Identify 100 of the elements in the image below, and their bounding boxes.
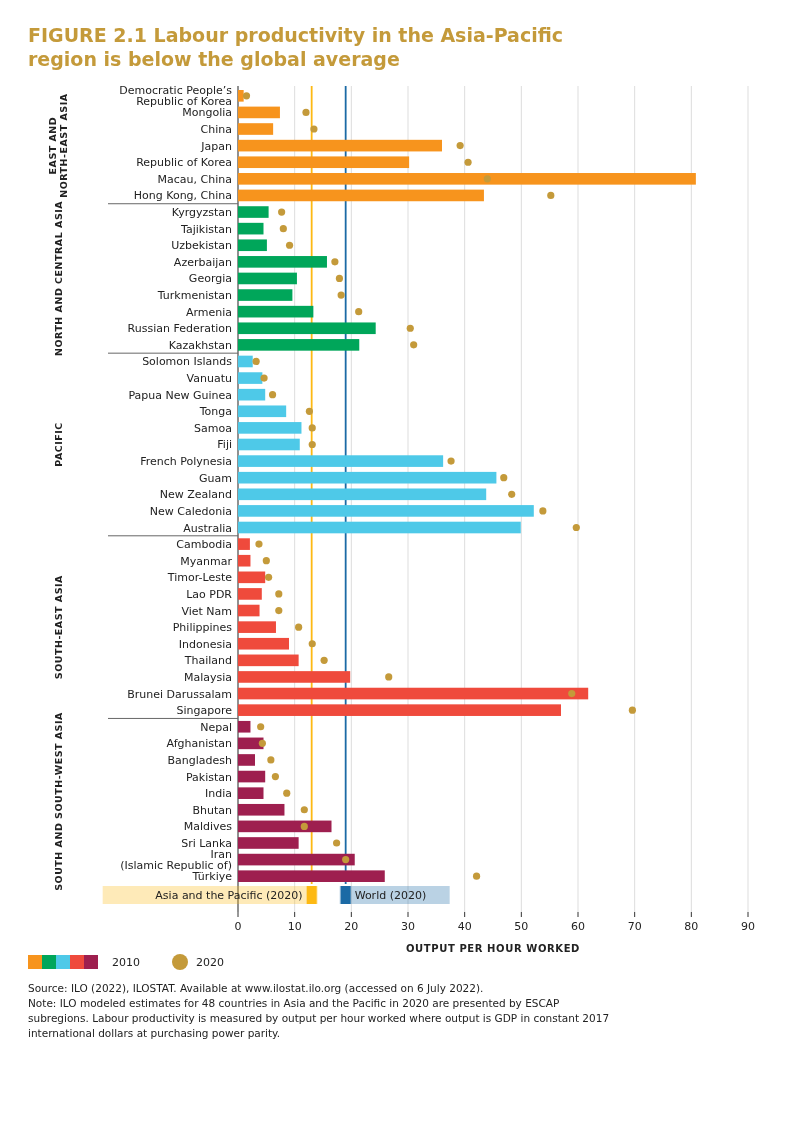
bar bbox=[238, 853, 355, 866]
text: NORTH AND CENTRAL ASIA bbox=[53, 200, 64, 357]
y-tick-label: Cambodia bbox=[176, 538, 232, 552]
y-tick-label: Turkmenistan bbox=[156, 289, 233, 303]
y-tick-label: Malaysia bbox=[183, 670, 232, 684]
point bbox=[331, 258, 339, 266]
x-tick-label: 10 bbox=[287, 920, 302, 933]
y-tick-label: Singapore bbox=[176, 704, 233, 718]
point bbox=[257, 723, 265, 731]
y-tick-label: Kyrgyzstan bbox=[171, 206, 233, 220]
y-tick-label: Pakistan bbox=[185, 770, 233, 784]
y-tick-label: Azerbaijan bbox=[173, 255, 233, 269]
y-tick-label: Brunei Darussalam bbox=[127, 687, 232, 701]
point bbox=[308, 640, 316, 648]
bar bbox=[238, 355, 253, 368]
point bbox=[271, 772, 279, 781]
point bbox=[308, 440, 316, 449]
bar bbox=[238, 239, 267, 252]
bar bbox=[238, 222, 264, 235]
point bbox=[472, 872, 481, 880]
point bbox=[464, 158, 472, 166]
y-tick-label: French Polynesia bbox=[140, 455, 232, 469]
y-tick-label: China bbox=[200, 123, 232, 137]
y-tick-label: Macau, China bbox=[157, 172, 232, 186]
bar bbox=[238, 571, 266, 584]
point bbox=[539, 507, 547, 515]
point bbox=[300, 822, 308, 830]
y-tick-label: Myanmar bbox=[180, 554, 233, 568]
bar bbox=[238, 173, 696, 185]
point bbox=[568, 689, 576, 698]
y-tick-label: Georgia bbox=[188, 272, 232, 286]
legend-label: 2010 bbox=[112, 956, 140, 969]
x-axis-title: OUTPUT PER HOUR WORKED bbox=[405, 943, 581, 954]
bar bbox=[238, 720, 251, 733]
point bbox=[547, 191, 555, 200]
point bbox=[255, 540, 263, 548]
point bbox=[572, 523, 580, 532]
bar bbox=[238, 438, 300, 451]
bar bbox=[238, 289, 293, 301]
y-tick-label: Nepal bbox=[200, 720, 232, 734]
bar bbox=[238, 388, 266, 401]
bar bbox=[238, 422, 302, 434]
y-tick-label: Hong Kong, China bbox=[133, 189, 232, 203]
y-tick-label: Afghanistan bbox=[166, 737, 233, 751]
point bbox=[310, 125, 318, 133]
bar bbox=[238, 588, 262, 600]
point bbox=[483, 175, 491, 183]
point bbox=[335, 274, 344, 283]
text: SOUTH-EAST ASIA bbox=[53, 574, 64, 680]
bar bbox=[238, 90, 244, 102]
y-tick-label: Kazakhstan bbox=[168, 338, 233, 352]
bar bbox=[238, 770, 266, 783]
point bbox=[410, 341, 418, 349]
point bbox=[275, 590, 283, 598]
bar bbox=[238, 156, 410, 169]
bar bbox=[238, 637, 289, 650]
bar bbox=[238, 305, 314, 318]
point bbox=[628, 706, 636, 714]
point bbox=[258, 739, 266, 747]
bar bbox=[238, 621, 276, 633]
point bbox=[355, 308, 363, 316]
point bbox=[285, 241, 294, 249]
bar bbox=[238, 820, 332, 833]
point bbox=[385, 673, 393, 681]
point bbox=[260, 374, 268, 382]
point bbox=[262, 557, 270, 565]
y-tick-label: Bangladesh bbox=[167, 753, 233, 767]
bar bbox=[238, 870, 385, 882]
bar bbox=[238, 206, 269, 218]
x-tick-label: 30 bbox=[401, 920, 415, 933]
point bbox=[447, 457, 455, 465]
y-tick-label: Armenia bbox=[185, 305, 232, 319]
y-tick-label: Indonesia bbox=[178, 637, 232, 651]
text: SOUTH AND SOUTH-WEST ASIA bbox=[53, 712, 64, 891]
bar bbox=[238, 521, 521, 534]
y-tick-label: Lao PDR bbox=[186, 587, 233, 601]
point bbox=[242, 92, 251, 100]
y-tick-label: Philippines bbox=[172, 621, 233, 635]
point bbox=[320, 656, 328, 664]
y-tick-label: Fiji bbox=[217, 438, 232, 452]
y-tick-label: Republic of Korea bbox=[136, 156, 232, 170]
point bbox=[308, 424, 316, 432]
y-tick-label: Tonga bbox=[198, 405, 232, 419]
y-tick-label: Japan bbox=[200, 139, 233, 153]
bar bbox=[238, 123, 274, 135]
text: Note: ILO modeled estimates for 48 countries in Asia and the Pacific in 2020 are presented by ESCAP subregions. Labour productivity is measured by output per hour worked where output is GDP in constant 2017 international dollars at purchasing power parity. bbox=[28, 997, 610, 1039]
point bbox=[300, 806, 308, 814]
y-tick-label: Bhutan bbox=[192, 803, 233, 817]
x-tick-label: 70 bbox=[627, 920, 642, 933]
bar bbox=[238, 654, 299, 667]
y-tick-label: Guam bbox=[199, 471, 232, 485]
y-tick-label: Vanuatu bbox=[186, 372, 232, 386]
y-tick-label: India bbox=[205, 787, 232, 801]
bar bbox=[238, 754, 255, 766]
bar bbox=[238, 372, 263, 384]
point bbox=[265, 573, 273, 581]
y-tick-label: Solomon Islands bbox=[142, 355, 233, 369]
bar bbox=[238, 272, 297, 285]
x-tick-label: 0 bbox=[234, 920, 242, 933]
y-tick-label: Australia bbox=[183, 521, 232, 535]
